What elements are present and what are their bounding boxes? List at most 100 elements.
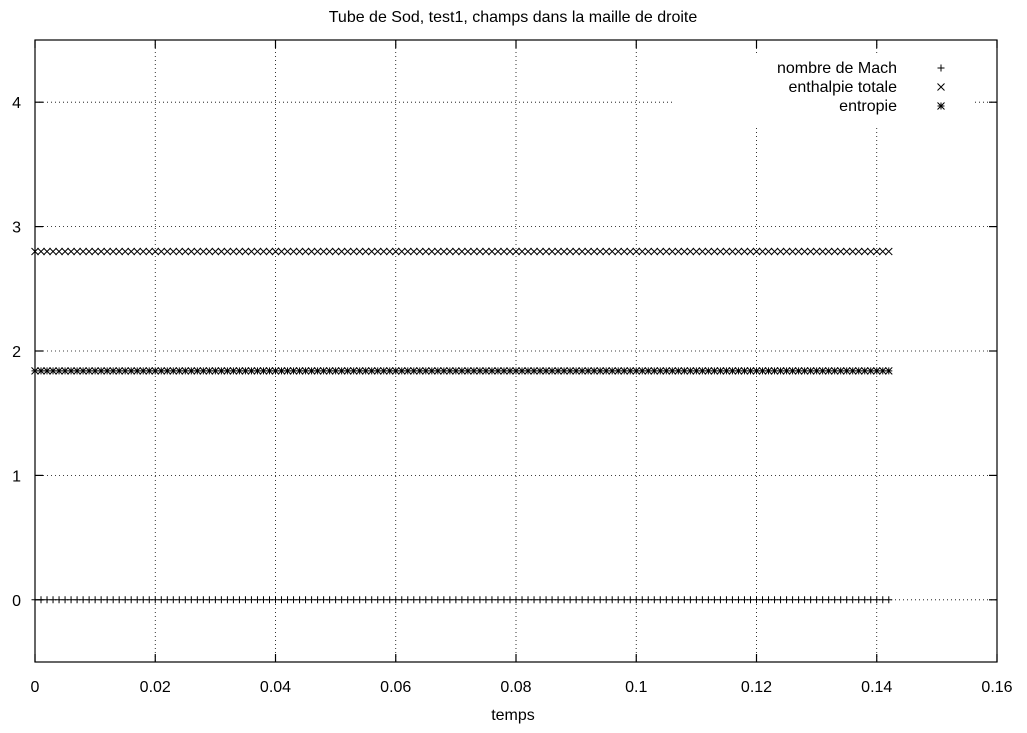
data-point	[734, 247, 743, 256]
data-point	[409, 247, 418, 256]
data-point	[289, 247, 298, 256]
data-point	[259, 367, 268, 375]
data-point	[397, 367, 406, 375]
data-point	[608, 596, 616, 604]
data-point	[337, 367, 346, 375]
data-point	[169, 247, 178, 256]
x-axis-label: temps	[491, 707, 535, 724]
data-point	[848, 367, 857, 375]
x-tick-label: 0.08	[500, 679, 531, 696]
data-point	[350, 596, 358, 604]
data-point	[716, 247, 725, 256]
data-point	[49, 596, 57, 604]
data-point	[512, 247, 520, 256]
data-point	[271, 367, 280, 375]
data-point	[879, 596, 887, 604]
data-point	[494, 596, 502, 604]
data-point	[885, 596, 893, 604]
data-point	[734, 596, 742, 604]
data-point	[452, 247, 460, 256]
data-point	[367, 247, 376, 256]
data-point	[61, 247, 69, 256]
data-point	[355, 367, 364, 375]
data-point	[884, 367, 893, 375]
data-point	[139, 596, 147, 604]
data-point	[782, 367, 791, 375]
data-point	[416, 596, 424, 604]
data-point	[878, 247, 887, 256]
data-point	[253, 367, 262, 375]
data-point	[73, 367, 81, 375]
data-point	[37, 596, 45, 604]
data-point	[668, 367, 677, 375]
data-point	[367, 367, 376, 375]
data-point	[698, 596, 706, 604]
data-point	[433, 247, 442, 256]
data-point	[151, 367, 160, 375]
data-point	[433, 367, 442, 375]
data-point	[758, 367, 767, 375]
data-point	[770, 367, 779, 375]
data-point	[614, 367, 623, 375]
data-point	[253, 247, 262, 256]
data-point	[145, 367, 154, 375]
data-point	[205, 247, 214, 256]
series-cross	[31, 247, 893, 256]
chart-title: Tube de Sod, test1, champs dans la maill…	[329, 9, 698, 26]
y-tick-label: 0	[12, 593, 21, 610]
data-point	[686, 367, 695, 375]
data-point	[488, 596, 496, 604]
data-point	[235, 367, 244, 375]
data-point	[391, 247, 400, 256]
data-point	[313, 247, 322, 256]
data-point	[145, 247, 154, 256]
data-point	[578, 367, 586, 375]
data-point	[319, 247, 328, 256]
data-point	[578, 596, 586, 604]
data-point	[421, 247, 430, 256]
data-point	[861, 596, 869, 604]
data-point	[55, 367, 63, 375]
data-point	[620, 367, 629, 375]
data-point	[825, 596, 833, 604]
data-point	[584, 247, 593, 256]
data-point	[157, 596, 165, 604]
data-point	[626, 247, 635, 256]
data-point	[403, 247, 412, 256]
data-point	[602, 247, 611, 256]
data-point	[67, 247, 75, 256]
data-point	[800, 247, 809, 256]
data-point	[554, 367, 562, 375]
data-point	[860, 367, 869, 375]
data-point	[632, 367, 641, 375]
data-point	[764, 367, 773, 375]
data-point	[698, 247, 707, 256]
data-point	[133, 367, 142, 375]
legend-label: entropie	[839, 98, 897, 115]
y-tick-label: 2	[12, 344, 21, 361]
data-point	[854, 247, 863, 256]
data-point	[566, 247, 574, 256]
data-point	[109, 367, 118, 375]
data-point	[662, 247, 671, 256]
data-point	[338, 596, 346, 604]
data-point	[746, 596, 754, 604]
data-point	[524, 367, 532, 375]
data-point	[85, 596, 93, 604]
data-point	[235, 596, 243, 604]
data-point	[295, 247, 304, 256]
data-point	[151, 596, 159, 604]
data-point	[572, 596, 580, 604]
data-point	[386, 596, 394, 604]
data-point	[740, 247, 749, 256]
data-point	[830, 247, 839, 256]
data-point	[470, 247, 478, 256]
data-point	[722, 596, 730, 604]
data-point	[313, 367, 322, 375]
data-point	[289, 367, 298, 375]
data-point	[740, 367, 749, 375]
data-point	[746, 247, 755, 256]
data-point	[271, 247, 280, 256]
data-point	[109, 247, 118, 256]
